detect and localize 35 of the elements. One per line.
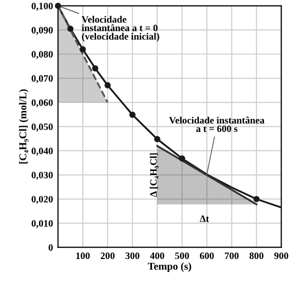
y-tick-label: 0,080 [32,51,53,60]
x-tick-label: 200 [100,252,115,260]
point [178,155,186,162]
x-tick-label: 300 [126,252,140,260]
y-tick-label: 0 [48,244,53,251]
point [253,196,260,202]
y-tick-label: 0,040 [32,148,53,156]
x-tick-label: 900 [274,252,288,260]
annotation: Velocidade instantânea a t = 0 (velocidade inicial) [82,16,160,42]
y-axis-title: [C₄H₉Cl] (mol/L) [19,89,28,164]
y-tick-label: 0,090 [32,26,53,35]
x-tick-label: 600 [200,252,214,260]
y-tick-label: 0,020 [32,196,53,204]
point [104,82,111,88]
point [80,46,86,52]
point [129,112,136,118]
y-tick-label: 0,070 [32,75,53,84]
y-tick-label: 0,010 [32,220,53,228]
x-tick-label: 800 [250,252,264,260]
x-tick-label: 700 [224,252,239,260]
point [67,26,74,32]
annotation: Δt [200,215,210,222]
x-tick-label: 500 [175,252,189,260]
annotation: Δ [C₄H₉Cl] [150,153,159,198]
x-tick-label: 400 [150,252,164,260]
x-axis-title: Tempo (s) [148,262,192,272]
y-tick-label: 0,060 [32,99,53,108]
x-tick-label: 100 [76,252,90,260]
point [54,2,62,9]
y-tick-label: 0,050 [32,123,53,132]
point [92,65,98,72]
y-tick-label: 0,030 [32,172,53,180]
annotation: Velocidade instantânea a t = 600 s [169,116,264,132]
point [154,136,160,142]
y-tick-label: 0,100 [32,2,53,11]
